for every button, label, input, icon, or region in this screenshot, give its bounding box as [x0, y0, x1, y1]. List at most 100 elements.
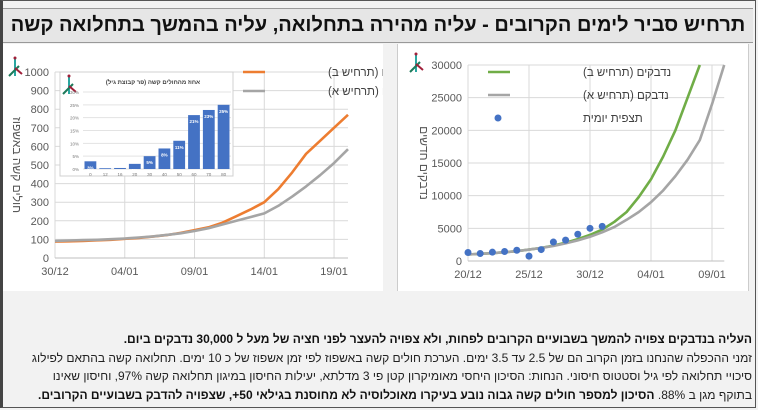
y-axis-label: נדבקים חדשים [417, 126, 431, 200]
data-point [549, 238, 557, 246]
y-tick-label: 0 [43, 253, 49, 265]
y-tick-label: 0 [456, 256, 462, 268]
y-tick-label: 25000 [431, 93, 462, 105]
summary-text: העליה בנדבקים צפויה להמשך בשבועיים הקרוב… [4, 330, 752, 404]
slide-title: תרחיש סביר לימים הקרובים - עליה מהירה בת… [10, 14, 746, 36]
logo-dot [414, 52, 418, 56]
y-tick-label: 500 [31, 160, 49, 172]
inset-y-tick: 5% [72, 154, 79, 159]
data-point [586, 224, 594, 232]
inset-bar-chart: אחוז מהחולים קשה (פר קבוצת גיל) 0% 5% 10% 15… [59, 71, 234, 177]
data-point [562, 236, 570, 244]
x-tick-label: 04/01 [111, 266, 139, 278]
inset-bar [217, 104, 230, 169]
logo-stroke [409, 61, 421, 73]
inset-x-tick: 80 [221, 172, 227, 177]
inset-bar-label: 8% [161, 152, 168, 157]
y-tick-label: 900 [31, 86, 49, 98]
inset-y-tick: 30% [70, 90, 79, 95]
series-line [54, 148, 349, 243]
data-point [598, 222, 606, 230]
y-tick-label: 15000 [431, 158, 462, 170]
x-tick-label: 04/01 [637, 269, 665, 281]
data-point [525, 252, 533, 260]
inset-x-tick: 50 [177, 172, 183, 177]
inset-x-tick: 30 [147, 172, 153, 177]
logo-stroke [8, 65, 20, 77]
legend-label: נדבקם (תרחיש א) [583, 90, 669, 102]
y-tick-label: 20000 [431, 125, 462, 137]
inset-x-tick: 12 [103, 172, 109, 177]
data-point [464, 249, 472, 257]
inset-y-tick: 10% [70, 141, 79, 146]
x-tick-label: 25/12 [515, 269, 543, 281]
x-tick-label: 09/01 [698, 269, 726, 281]
inset-y-tick: 0% [72, 167, 79, 172]
data-point [476, 249, 484, 257]
legend-marker [494, 114, 502, 122]
inset-bar [188, 115, 200, 169]
y-tick-label: 100 [31, 234, 49, 246]
data-point [574, 230, 582, 238]
summary-line-2: זמני ההכפלה שהנחנו בזמן הקרוב הם של 2.5 … [31, 350, 752, 365]
data-point [537, 246, 545, 254]
cases-chart-panel: 0 5000 10000 15000 20000 25000 30000 20/12 25/12… [397, 44, 749, 291]
inset-x-tick: 70 [206, 172, 212, 177]
severe-chart-panel: 0 100 200 300 400 500 600 700 800 900 1000 30/12 04/… [3, 44, 408, 291]
data-point [488, 248, 496, 256]
inset-x-tick: 16 [117, 172, 123, 177]
x-tick-label: 14/01 [251, 266, 279, 278]
inset-bar-label: 25% [219, 109, 228, 114]
y-tick-label: 10000 [431, 191, 462, 203]
y-tick-label: 300 [31, 197, 49, 209]
inset-bar-label: 5% [146, 160, 153, 165]
logo-dot [13, 56, 17, 60]
logo-stroke [415, 63, 424, 71]
summary-line-1: העליה בנדבקים צפויה להמשך בשבועיים הקרוב… [123, 332, 752, 346]
legend-label: תצפית יומית [583, 113, 643, 125]
inset-bar-label: 11% [175, 145, 184, 150]
summary-line-3: סיכויי תחלואה לפי גיל וסטטוס חיסוני. הנח… [52, 369, 752, 383]
inset-y-tick: 25% [70, 103, 79, 108]
x-tick-label: 30/12 [576, 269, 604, 281]
y-tick-label: 1000 [25, 67, 49, 79]
summary-line-4: בתוקף מגן ב 88%. הסיכון למספר חולים קשה … [4, 386, 752, 405]
inset-bar [173, 140, 186, 169]
data-point [501, 248, 509, 256]
inset-bar-label: 23% [204, 114, 213, 119]
y-tick-label: 700 [31, 123, 49, 135]
x-tick-label: 20/12 [454, 269, 482, 281]
x-tick-label: 09/01 [181, 266, 209, 278]
summary-line-4a: בתוקף מגן ב 88%. [654, 387, 752, 402]
inset-x-tick: 0 [89, 172, 92, 177]
inset-bar [143, 156, 156, 169]
x-tick-label: 30/12 [41, 266, 69, 278]
logo-stroke [68, 85, 77, 93]
data-point [513, 246, 521, 254]
logo-stroke [62, 83, 74, 95]
inset-bar-label: 2% [132, 168, 139, 173]
inset-y-tick: 15% [70, 129, 79, 134]
title-bar: תרחיש סביר לימים הקרובים - עליה מהירה בת… [3, 8, 753, 43]
y-tick-label: 800 [31, 104, 49, 116]
inset-bar [84, 161, 97, 169]
y-tick-label: 30000 [431, 60, 462, 72]
legend-label: נדבקים (תרחיש ב) [583, 67, 671, 79]
summary-line-4b: הסיכון למספר חולים קשה גבוה נובע בעיקרו … [38, 387, 655, 402]
logo-stroke [14, 67, 23, 75]
logo-icon [62, 74, 77, 95]
inset-bar [202, 109, 215, 169]
logo-icon [8, 56, 23, 77]
inset-x-tick: 20 [132, 172, 138, 177]
inset-title: אחוז מהחולים קשה (פר קבוצת גיל) [106, 78, 200, 86]
x-tick-label: 19/01 [320, 266, 348, 278]
cases-chart: 0 5000 10000 15000 20000 25000 30000 20/12 25/12… [409, 52, 726, 281]
inset-bar-label: 3% [87, 165, 94, 170]
legend-label: קשים (תרחיש א) [328, 86, 383, 98]
inset-bar-label: 21% [189, 119, 198, 124]
inset-x-tick: 60 [191, 172, 197, 177]
logo-dot [67, 74, 71, 78]
inset-y-tick: 20% [70, 116, 79, 121]
